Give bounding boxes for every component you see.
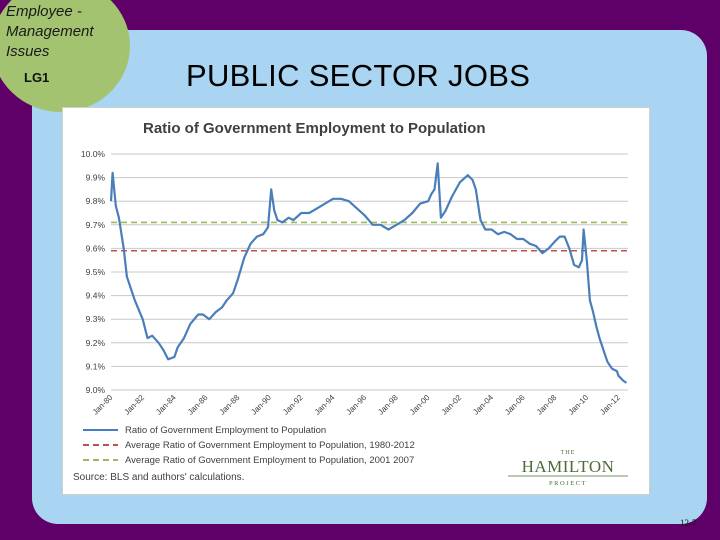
y-tick-label: 9.5%	[86, 267, 106, 277]
chart-title: Ratio of Government Employment to Popula…	[143, 120, 486, 137]
slide-number: 12-7	[680, 518, 697, 528]
y-tick-label: 9.0%	[86, 385, 106, 395]
y-tick-label: 9.8%	[86, 196, 106, 206]
line-chart: Ratio of Government Employment to Popula…	[73, 120, 628, 487]
x-tick-label: Jan-08	[535, 393, 559, 417]
slide-title: PUBLIC SECTOR JOBS	[186, 58, 531, 93]
x-tick-label: Jan-04	[471, 393, 495, 417]
series-line-government-ratio	[109, 162, 628, 384]
y-tick-label: 9.3%	[86, 314, 106, 324]
learning-goal-label: LG1	[24, 70, 50, 85]
legend-label: Average Ratio of Government Employment t…	[125, 455, 414, 466]
badge-text: Employee - Management Issues	[6, 3, 94, 60]
x-tick-label: Jan-88	[218, 393, 242, 417]
x-tick-label: Jan-06	[503, 393, 527, 417]
x-tick-label: Jan-84	[154, 393, 178, 417]
y-tick-label: 9.9%	[86, 173, 106, 183]
x-tick-label: Jan-94	[313, 393, 337, 417]
x-tick-label: Jan-80	[91, 393, 115, 417]
x-tick-label: Jan-96	[344, 393, 368, 417]
y-tick-label: 9.4%	[86, 291, 106, 301]
source-note: Source: BLS and authors' calculations.	[73, 472, 244, 483]
chart-frame: Ratio of Government Employment to Popula…	[62, 107, 650, 495]
x-tick-label: Jan-12	[598, 393, 622, 417]
topic-badge: Employee - Management Issues LG1	[0, 0, 130, 112]
x-tick-label: Jan-86	[186, 393, 210, 417]
y-tick-label: 9.7%	[86, 220, 106, 230]
legend-label: Ratio of Government Employment to Popula…	[125, 425, 326, 436]
logo-main-text: HAMILTON	[522, 457, 615, 476]
x-tick-label: Jan-92	[281, 393, 305, 417]
x-tick-label: Jan-90	[249, 393, 273, 417]
x-tick-label: Jan-82	[122, 393, 146, 417]
x-tick-label: Jan-10	[567, 393, 591, 417]
y-tick-label: 9.1%	[86, 361, 106, 371]
x-tick-label: Jan-98	[376, 393, 400, 417]
y-tick-label: 9.6%	[86, 243, 106, 253]
x-tick-label: Jan-02	[440, 393, 464, 417]
logo-small-text: THE	[561, 450, 576, 456]
logo-sub-text: PROJECT	[549, 480, 587, 487]
y-tick-label: 10.0%	[81, 149, 106, 159]
legend-label: Average Ratio of Government Employment t…	[125, 440, 415, 451]
x-tick-label: Jan-00	[408, 393, 432, 417]
y-tick-label: 9.2%	[86, 338, 106, 348]
